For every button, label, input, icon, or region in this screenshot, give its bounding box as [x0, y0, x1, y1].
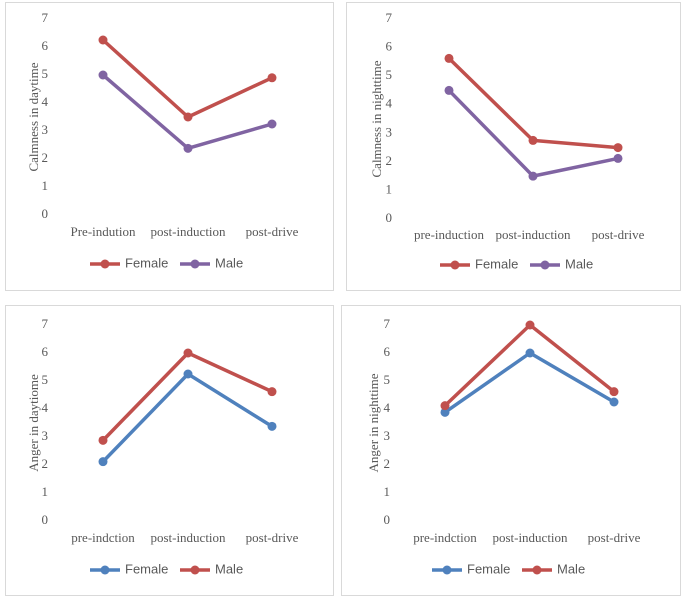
y-tick-label: 0 — [384, 512, 391, 527]
panel-border — [341, 305, 681, 596]
data-point — [613, 153, 623, 163]
y-tick-label: 2 — [384, 456, 391, 471]
x-tick-label: post-drive — [246, 224, 299, 239]
x-tick-label: post-induction — [492, 530, 568, 545]
data-point — [525, 348, 535, 358]
y-tick-label: 7 — [384, 316, 391, 331]
x-tick-label: pre-induction — [414, 227, 485, 242]
legend-marker — [442, 565, 452, 575]
data-point — [609, 387, 619, 397]
y-axis-label: Anger in nighttime — [366, 373, 381, 472]
legend-label: Female — [125, 561, 168, 576]
x-tick-label: post-induction — [150, 224, 226, 239]
legend-marker — [100, 259, 110, 269]
data-point — [609, 397, 619, 407]
x-tick-label: post-induction — [150, 530, 226, 545]
legend-label: Female — [475, 256, 518, 271]
legend-marker — [190, 259, 200, 269]
y-tick-label: 5 — [42, 372, 49, 387]
data-point — [267, 119, 277, 129]
data-point — [444, 85, 454, 95]
panel-border — [5, 2, 334, 291]
data-point — [98, 457, 108, 467]
x-tick-label: post-drive — [588, 530, 641, 545]
x-tick-label: pre-indction — [71, 530, 135, 545]
y-tick-label: 0 — [42, 206, 49, 221]
data-point — [440, 401, 450, 411]
x-tick-label: post-induction — [495, 227, 571, 242]
y-tick-label: 6 — [42, 344, 49, 359]
legend-label: Male — [215, 255, 243, 270]
data-point — [440, 407, 450, 417]
data-point — [183, 369, 193, 379]
y-tick-label: 6 — [42, 38, 49, 53]
y-tick-label: 7 — [386, 10, 393, 25]
data-point — [525, 320, 535, 330]
x-tick-label: pre-indction — [413, 530, 477, 545]
y-tick-label: 2 — [42, 456, 49, 471]
y-tick-label: 0 — [386, 210, 393, 225]
legend-marker — [450, 260, 460, 270]
legend-marker — [190, 565, 200, 575]
y-tick-label: 6 — [384, 344, 391, 359]
y-tick-label: 5 — [384, 372, 391, 387]
y-tick-label: 4 — [42, 94, 49, 109]
y-tick-label: 1 — [42, 484, 49, 499]
y-tick-label: 3 — [384, 428, 391, 443]
y-tick-label: 3 — [386, 124, 393, 139]
y-tick-label: 3 — [42, 122, 49, 137]
data-point — [183, 112, 193, 122]
x-tick-label: post-drive — [592, 227, 645, 242]
x-tick-label: Pre-indution — [71, 224, 136, 239]
y-tick-label: 5 — [386, 67, 393, 82]
data-point — [98, 70, 108, 80]
y-tick-label: 3 — [42, 428, 49, 443]
data-point — [444, 53, 454, 63]
data-point — [183, 143, 193, 153]
y-tick-label: 0 — [42, 512, 49, 527]
data-point — [267, 421, 277, 431]
y-tick-label: 5 — [42, 66, 49, 81]
y-tick-label: 1 — [42, 178, 49, 193]
data-point — [183, 348, 193, 358]
y-tick-label: 1 — [384, 484, 391, 499]
y-tick-label: 2 — [42, 150, 49, 165]
data-point — [267, 387, 277, 397]
y-tick-label: 4 — [386, 96, 393, 111]
y-tick-label: 2 — [386, 153, 393, 168]
legend-label: Female — [467, 561, 510, 576]
legend-marker — [540, 260, 550, 270]
data-point — [528, 135, 538, 145]
y-tick-label: 4 — [384, 400, 391, 415]
data-point — [98, 35, 108, 45]
x-tick-label: post-drive — [246, 530, 299, 545]
panel-border — [346, 2, 681, 291]
data-point — [528, 171, 538, 181]
legend-marker — [100, 565, 110, 575]
y-axis-label: Calmness in daytime — [26, 62, 41, 171]
data-point — [613, 143, 623, 153]
legend-label: Female — [125, 255, 168, 270]
legend-label: Male — [557, 561, 585, 576]
legend-marker — [532, 565, 542, 575]
panel-border — [5, 305, 334, 596]
y-tick-label: 1 — [386, 181, 393, 196]
y-axis-label: Anger in daytiome — [26, 374, 41, 472]
y-axis-label: Calmness in nighttime — [369, 60, 384, 177]
y-tick-label: 7 — [42, 316, 49, 331]
legend-label: Male — [215, 561, 243, 576]
y-tick-label: 4 — [42, 400, 49, 415]
y-tick-label: 6 — [386, 39, 393, 54]
legend-label: Male — [565, 256, 593, 271]
y-tick-label: 7 — [42, 10, 49, 25]
data-point — [98, 435, 108, 445]
data-point — [267, 73, 277, 83]
